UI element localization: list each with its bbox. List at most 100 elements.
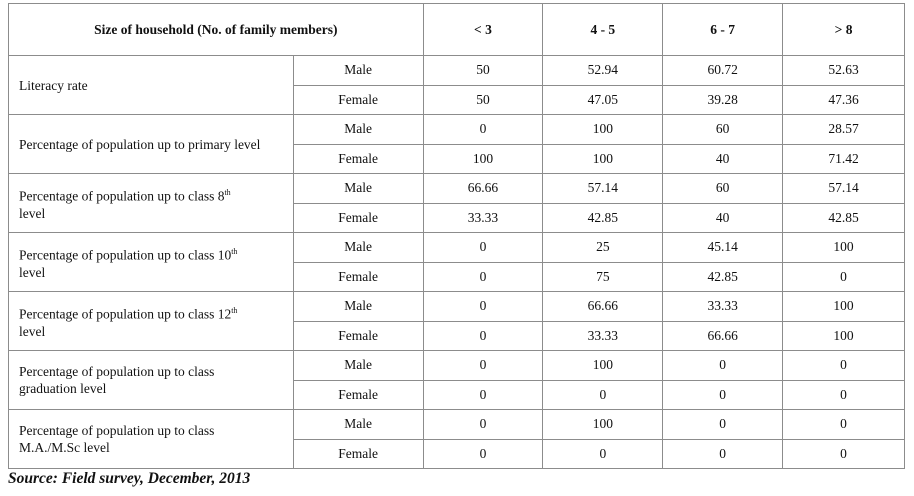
- value-cell: 0: [782, 438, 905, 469]
- table-row: Female 0 75 42.85 0: [9, 261, 905, 292]
- gender-cell: Female: [292, 438, 424, 469]
- value-cell: 0: [782, 261, 905, 292]
- table-row: Percentage of population up to primary l…: [8, 114, 905, 174]
- value-cell: 39.28: [662, 84, 784, 115]
- value-cell: 0: [782, 379, 905, 410]
- gender-cell: Male: [292, 114, 424, 145]
- value-cell: 47.36: [782, 84, 905, 115]
- value-cell: 0: [782, 350, 905, 381]
- value-cell: 66.66: [542, 291, 664, 322]
- group-label: Percentage of population up to class M.A…: [19, 423, 215, 455]
- gender-cell: Female: [292, 261, 424, 292]
- group-label: Literacy rate: [19, 77, 88, 93]
- value-cell: 33.33: [422, 202, 544, 233]
- group-label-cell: Percentage of population up to class 10t…: [8, 232, 294, 292]
- value-cell: 0: [662, 379, 784, 410]
- group-label-tail: level: [19, 323, 46, 339]
- group-label-cell: Percentage of population up to class gra…: [8, 350, 294, 410]
- group-label-cell: Percentage of population up to class 12t…: [8, 291, 294, 351]
- value-cell: 0: [422, 291, 544, 322]
- table-row: Female 100 100 40 71.42: [9, 143, 905, 174]
- group-label-tail: level: [19, 264, 46, 280]
- value-cell: 60: [662, 114, 784, 145]
- table-row: Female 0 0 0 0: [9, 438, 905, 469]
- value-cell: 100: [782, 291, 905, 322]
- table-row: Percentage of population up to class gra…: [8, 350, 905, 410]
- group-label-sup: th: [231, 306, 238, 316]
- header-label: Size of household (No. of family members…: [8, 3, 424, 56]
- value-cell: 40: [662, 202, 784, 233]
- group-label-sup: th: [224, 188, 231, 198]
- group-label: Percentage of population up to class 12: [19, 306, 232, 322]
- value-cell: 0: [422, 232, 544, 263]
- value-cell: 47.05: [542, 84, 664, 115]
- source-note: Source: Field survey, December, 2013: [8, 470, 251, 487]
- value-cell: 28.57: [782, 114, 905, 145]
- table-row: Female 0 0 0 0: [9, 379, 905, 410]
- value-cell: 33.33: [662, 291, 784, 322]
- table-row: Percentage of population up to class 10t…: [8, 232, 905, 292]
- value-cell: 33.33: [542, 320, 664, 351]
- gender-cell: Male: [292, 232, 424, 263]
- value-cell: 100: [782, 232, 905, 263]
- table-row: Percentage of population up to class M.A…: [8, 409, 905, 469]
- value-cell: 60.72: [662, 55, 784, 86]
- value-cell: 0: [422, 114, 544, 145]
- value-cell: 100: [542, 143, 664, 174]
- value-cell: 100: [422, 143, 544, 174]
- table-row: Literacy rate Male 50 52.94 60.72 52.63: [8, 55, 905, 115]
- group-label: Percentage of population up to primary l…: [19, 136, 261, 152]
- table-row: Female 50 47.05 39.28 47.36: [9, 84, 905, 115]
- group-label-cell: Literacy rate: [8, 55, 294, 115]
- value-cell: 45.14: [662, 232, 784, 263]
- gender-cell: Male: [292, 350, 424, 381]
- column-header: 4 - 5: [542, 3, 664, 56]
- value-cell: 0: [662, 438, 784, 469]
- value-cell: 57.14: [782, 173, 905, 204]
- value-cell: 0: [662, 409, 784, 440]
- group-label-tail: level: [19, 205, 46, 221]
- value-cell: 66.66: [662, 320, 784, 351]
- value-cell: 25: [542, 232, 664, 263]
- column-header: < 3: [422, 3, 544, 56]
- value-cell: 42.85: [782, 202, 905, 233]
- group-label: Percentage of population up to class gra…: [19, 364, 215, 396]
- value-cell: 0: [422, 379, 544, 410]
- group-label-cell: Percentage of population up to class M.A…: [8, 409, 294, 469]
- value-cell: 71.42: [782, 143, 905, 174]
- value-cell: 0: [422, 438, 544, 469]
- gender-cell: Female: [292, 84, 424, 115]
- value-cell: 75: [542, 261, 664, 292]
- header-row: Size of household (No. of family members…: [8, 3, 905, 56]
- table-body: Literacy rate Male 50 52.94 60.72 52.63 Female…: [8, 55, 905, 469]
- gender-cell: Male: [292, 55, 424, 86]
- value-cell: 50: [422, 55, 544, 86]
- value-cell: 0: [422, 320, 544, 351]
- table-row: Percentage of population up to class 12t…: [8, 291, 905, 351]
- value-cell: 42.85: [662, 261, 784, 292]
- group-label: Percentage of population up to class 8: [19, 188, 225, 204]
- value-cell: 0: [542, 438, 664, 469]
- value-cell: 0: [422, 409, 544, 440]
- value-cell: 40: [662, 143, 784, 174]
- table-row: Percentage of population up to class 8th…: [8, 173, 905, 233]
- table-row: Female 33.33 42.85 40 42.85: [9, 202, 905, 233]
- gender-cell: Female: [292, 379, 424, 410]
- column-header: > 8: [782, 3, 905, 56]
- group-label-sup: th: [231, 247, 238, 257]
- value-cell: 100: [542, 409, 664, 440]
- value-cell: 57.14: [542, 173, 664, 204]
- column-header: 6 - 7: [662, 3, 784, 56]
- value-cell: 66.66: [422, 173, 544, 204]
- value-cell: 0: [542, 379, 664, 410]
- group-label: Percentage of population up to class 10: [19, 247, 232, 263]
- value-cell: 100: [542, 114, 664, 145]
- data-table: Size of household (No. of family members…: [8, 3, 905, 469]
- gender-cell: Female: [292, 143, 424, 174]
- value-cell: 50: [422, 84, 544, 115]
- value-cell: 60: [662, 173, 784, 204]
- value-cell: 0: [782, 409, 905, 440]
- gender-cell: Female: [292, 320, 424, 351]
- gender-cell: Male: [292, 173, 424, 204]
